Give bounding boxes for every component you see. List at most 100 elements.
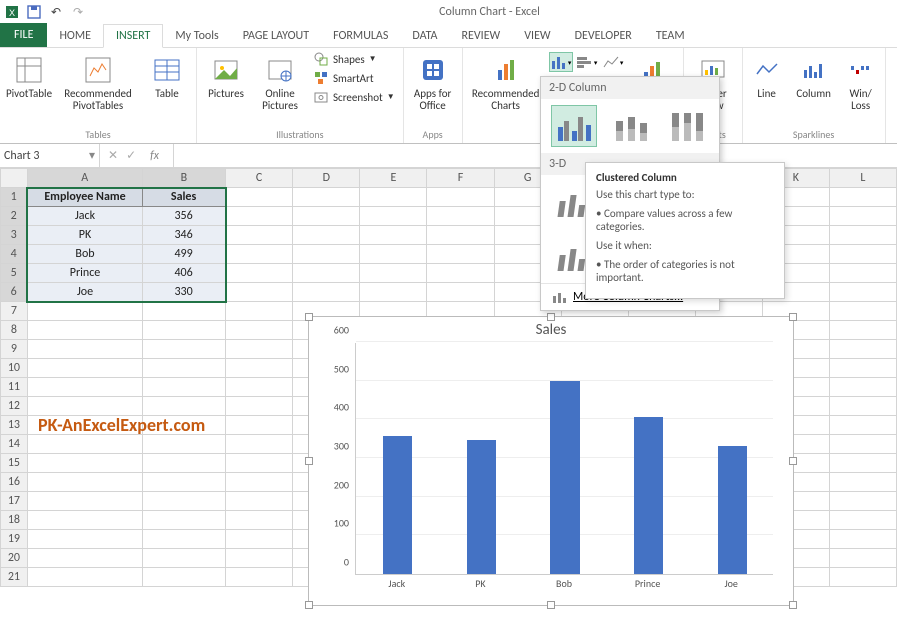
row-header[interactable]: 12	[1, 397, 28, 416]
row-header[interactable]: 10	[1, 359, 28, 378]
cell[interactable]	[829, 264, 896, 283]
row-header[interactable]: 15	[1, 454, 28, 473]
cell[interactable]	[142, 454, 225, 473]
cell[interactable]	[27, 378, 142, 397]
100-stacked-column-option[interactable]	[663, 105, 709, 147]
cell[interactable]	[829, 207, 896, 226]
cell[interactable]	[226, 302, 293, 321]
sparkline-column-button[interactable]: Column	[791, 50, 837, 100]
cell[interactable]	[360, 226, 427, 245]
column-chart-button[interactable]: ▾	[549, 52, 573, 72]
cell[interactable]	[427, 188, 494, 207]
sparkline-winloss-button[interactable]: Win/ Loss	[841, 50, 881, 112]
cell[interactable]	[293, 226, 360, 245]
cell[interactable]	[293, 188, 360, 207]
column-header[interactable]: B	[142, 169, 225, 188]
name-box[interactable]: Chart 3 ▾	[0, 144, 100, 167]
cell[interactable]	[27, 492, 142, 511]
cell[interactable]	[226, 530, 293, 549]
row-header[interactable]: 14	[1, 435, 28, 454]
formula-input[interactable]	[173, 144, 897, 167]
cell[interactable]	[27, 397, 142, 416]
row-header[interactable]: 8	[1, 321, 28, 340]
tab-data[interactable]: DATA	[400, 25, 449, 47]
pivottable-button[interactable]: PivotTable	[4, 50, 54, 100]
row-header[interactable]: 1	[1, 188, 28, 207]
cell[interactable]	[226, 264, 293, 283]
row-header[interactable]: 19	[1, 530, 28, 549]
stock-chart-button[interactable]: ▾	[601, 52, 625, 72]
cell[interactable]	[27, 511, 142, 530]
cell[interactable]	[142, 511, 225, 530]
resize-handle-nw[interactable]	[305, 313, 313, 321]
cell[interactable]	[427, 245, 494, 264]
cell[interactable]	[829, 283, 896, 302]
tab-pagelayout[interactable]: PAGE LAYOUT	[231, 25, 321, 47]
resize-handle-w[interactable]	[305, 457, 313, 465]
row-header[interactable]: 6	[1, 283, 28, 302]
cell[interactable]	[226, 511, 293, 530]
cell[interactable]	[360, 245, 427, 264]
cell[interactable]	[829, 245, 896, 264]
cell[interactable]	[27, 359, 142, 378]
cell[interactable]	[829, 302, 896, 321]
cell[interactable]	[226, 416, 293, 435]
cell[interactable]	[142, 530, 225, 549]
row-header[interactable]: 16	[1, 473, 28, 492]
cell[interactable]	[829, 454, 896, 473]
cell[interactable]	[829, 359, 896, 378]
recommended-pivottables-button[interactable]: Recommended PivotTables	[58, 50, 138, 112]
cell[interactable]	[829, 188, 896, 207]
tab-team[interactable]: TEAM	[644, 25, 697, 47]
smartart-button[interactable]: SmartArt	[309, 69, 399, 87]
row-header[interactable]: 21	[1, 568, 28, 587]
cell[interactable]	[226, 378, 293, 397]
name-box-dropdown-icon[interactable]: ▾	[89, 148, 95, 163]
column-header[interactable]: E	[360, 169, 427, 188]
cell[interactable]	[142, 340, 225, 359]
cell[interactable]	[142, 549, 225, 568]
pictures-button[interactable]: Pictures	[201, 50, 251, 100]
tab-view[interactable]: VIEW	[512, 25, 562, 47]
resize-handle-sw[interactable]	[305, 601, 313, 609]
cell[interactable]: Bob	[27, 245, 142, 264]
cell[interactable]	[829, 492, 896, 511]
cell[interactable]	[427, 283, 494, 302]
cell[interactable]	[226, 397, 293, 416]
shapes-button[interactable]: Shapes ▼	[309, 50, 399, 68]
chart-bar[interactable]	[467, 440, 496, 574]
cell[interactable]	[27, 568, 142, 587]
cell[interactable]	[142, 302, 225, 321]
cell[interactable]	[226, 454, 293, 473]
tab-developer[interactable]: DEVELOPER	[563, 25, 644, 47]
column-header[interactable]: C	[226, 169, 293, 188]
cell[interactable]	[829, 340, 896, 359]
column-header[interactable]: D	[293, 169, 360, 188]
cell[interactable]	[829, 549, 896, 568]
cell[interactable]	[27, 435, 142, 454]
cell[interactable]: 346	[142, 226, 225, 245]
cell[interactable]	[226, 359, 293, 378]
cell[interactable]: Prince	[27, 264, 142, 283]
cell[interactable]: 499	[142, 245, 225, 264]
tab-insert[interactable]: INSERT	[103, 24, 163, 48]
bar-chart-button[interactable]: ▾	[575, 52, 599, 72]
cell[interactable]	[829, 226, 896, 245]
redo-icon[interactable]: ↷	[70, 4, 86, 20]
cancel-icon[interactable]: ✕	[108, 148, 118, 163]
cell[interactable]	[27, 454, 142, 473]
stacked-column-option[interactable]	[607, 105, 653, 147]
cell[interactable]	[829, 378, 896, 397]
enter-icon[interactable]: ✓	[126, 148, 136, 163]
cell[interactable]	[293, 207, 360, 226]
resize-handle-e[interactable]	[789, 457, 797, 465]
cell[interactable]	[829, 435, 896, 454]
resize-handle-se[interactable]	[789, 601, 797, 609]
tab-mytools[interactable]: My Tools	[163, 25, 230, 47]
chart-bar[interactable]	[718, 446, 747, 574]
cell[interactable]	[142, 492, 225, 511]
cell[interactable]	[226, 492, 293, 511]
resize-handle-ne[interactable]	[789, 313, 797, 321]
cell[interactable]	[226, 226, 293, 245]
cell[interactable]	[226, 568, 293, 587]
